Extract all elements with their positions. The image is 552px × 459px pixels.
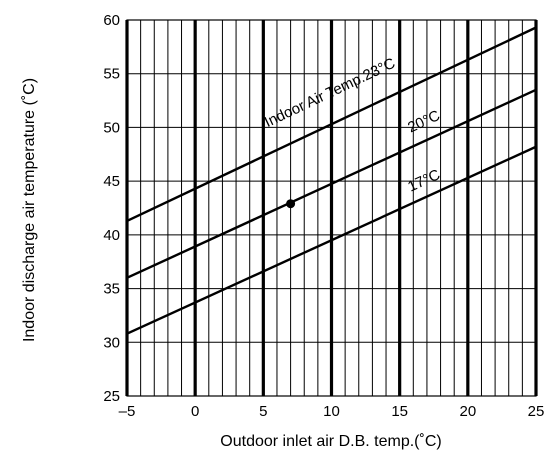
markers xyxy=(286,199,296,209)
x-tick-label: 0 xyxy=(191,403,199,420)
series-line-1 xyxy=(126,88,537,279)
series-line-2 xyxy=(126,145,537,335)
y-tick-label: 40 xyxy=(103,227,120,244)
y-tick-label: 55 xyxy=(103,66,120,83)
y-tick-label: 50 xyxy=(103,119,120,136)
y-tick-label: 25 xyxy=(103,388,120,405)
x-tick-label: 10 xyxy=(323,403,340,420)
y-tick-label: 35 xyxy=(103,281,120,298)
plot-frame xyxy=(126,19,537,397)
x-tick-label: 20 xyxy=(459,403,476,420)
y-tick-label: 30 xyxy=(103,334,120,351)
data-point-marker xyxy=(286,199,296,209)
x-tick-label: –5 xyxy=(119,403,136,420)
y-tick-labels: 25 30 35 40 45 50 55 60 xyxy=(103,12,120,405)
x-tick-label: 5 xyxy=(259,403,267,420)
x-axis-title: Outdoor inlet air D.B. temp.(˚C) xyxy=(220,433,441,450)
series-line-0 xyxy=(126,26,537,222)
x-tick-labels: –5 0 5 10 15 20 25 xyxy=(119,403,545,420)
series-lines xyxy=(126,26,537,335)
y-tick-label: 60 xyxy=(103,12,120,29)
grid xyxy=(125,19,538,397)
y-axis-title: Indoor discharge air temperature (˚C) xyxy=(21,78,38,342)
y-tick-label: 45 xyxy=(103,173,120,190)
x-tick-label: 15 xyxy=(391,403,408,420)
x-tick-label: 25 xyxy=(528,403,545,420)
annotation-label-1: 20°C xyxy=(405,107,443,137)
